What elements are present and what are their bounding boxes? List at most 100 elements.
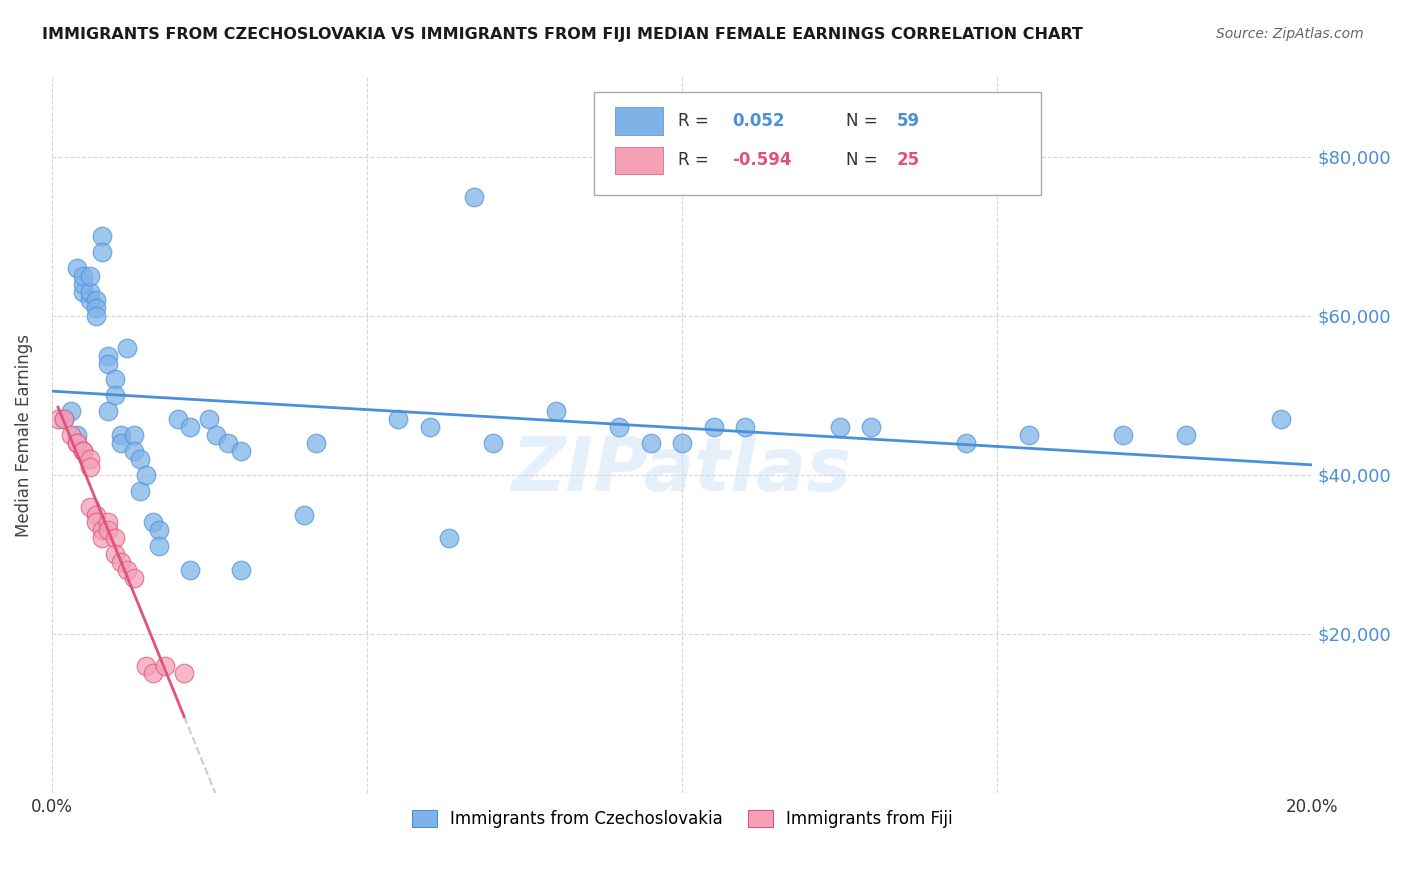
Point [53, 412, 76, 426]
Text: ZIPatlas: ZIPatlas [512, 434, 852, 508]
Point [828, 420, 851, 434]
Legend: Immigrants from Czechoslovakia, Immigrants from Fiji: Immigrants from Czechoslovakia, Immigran… [405, 803, 959, 834]
Point [860, 420, 883, 434]
Point [229, 563, 252, 577]
Point [640, 436, 662, 450]
Text: R =: R = [678, 152, 714, 169]
FancyBboxPatch shape [616, 147, 664, 174]
Point [1112, 428, 1135, 442]
Point [122, 571, 145, 585]
Point [110, 436, 132, 450]
Point [79, 285, 101, 299]
Point [703, 420, 725, 434]
Point [66, 436, 89, 450]
Point [217, 436, 239, 450]
Point [97, 524, 120, 538]
Point [437, 532, 460, 546]
Point [198, 412, 221, 426]
Point [179, 420, 201, 434]
Point [117, 563, 139, 577]
Point [79, 269, 101, 284]
Point [84, 301, 107, 315]
Text: N =: N = [846, 112, 883, 130]
Point [97, 516, 120, 530]
Point [1270, 412, 1292, 426]
FancyBboxPatch shape [593, 92, 1042, 195]
Point [97, 404, 120, 418]
Point [46, 412, 69, 426]
Point [97, 349, 120, 363]
Point [155, 658, 177, 673]
FancyBboxPatch shape [616, 107, 664, 135]
Point [148, 524, 170, 538]
Point [229, 444, 252, 458]
Point [734, 420, 756, 434]
Point [84, 293, 107, 307]
Text: -0.594: -0.594 [733, 152, 792, 169]
Point [463, 189, 485, 203]
Text: N =: N = [846, 152, 883, 169]
Point [104, 547, 127, 561]
Point [104, 372, 127, 386]
Point [292, 508, 315, 522]
Point [104, 388, 127, 402]
Point [135, 658, 157, 673]
Point [91, 524, 114, 538]
Text: 25: 25 [897, 152, 920, 169]
Point [166, 412, 188, 426]
Text: 0.052: 0.052 [733, 112, 785, 130]
Point [72, 277, 94, 291]
Text: Source: ZipAtlas.com: Source: ZipAtlas.com [1216, 27, 1364, 41]
Point [66, 428, 89, 442]
Point [955, 436, 977, 450]
Point [72, 269, 94, 284]
Point [419, 420, 441, 434]
Point [84, 508, 107, 522]
Point [53, 412, 76, 426]
Point [72, 444, 94, 458]
Point [66, 261, 89, 276]
Text: IMMIGRANTS FROM CZECHOSLOVAKIA VS IMMIGRANTS FROM FIJI MEDIAN FEMALE EARNINGS CO: IMMIGRANTS FROM CZECHOSLOVAKIA VS IMMIGR… [42, 27, 1083, 42]
Point [204, 428, 226, 442]
Point [84, 516, 107, 530]
Point [97, 357, 120, 371]
Point [79, 293, 101, 307]
Point [59, 404, 82, 418]
Text: 59: 59 [897, 112, 920, 130]
Point [59, 428, 82, 442]
Point [72, 444, 94, 458]
Point [84, 309, 107, 323]
Point [91, 532, 114, 546]
Point [66, 436, 89, 450]
Point [607, 420, 630, 434]
Point [72, 285, 94, 299]
Point [482, 436, 505, 450]
Point [135, 467, 157, 482]
Point [1175, 428, 1198, 442]
Point [122, 444, 145, 458]
Point [305, 436, 328, 450]
Point [387, 412, 409, 426]
Point [129, 483, 152, 498]
Point [110, 428, 132, 442]
Point [148, 539, 170, 553]
Point [117, 341, 139, 355]
Text: R =: R = [678, 112, 714, 130]
Point [173, 666, 195, 681]
Point [104, 532, 127, 546]
Point [79, 451, 101, 466]
Point [91, 229, 114, 244]
Point [79, 459, 101, 474]
Point [544, 404, 567, 418]
Point [79, 500, 101, 514]
Point [122, 428, 145, 442]
Point [142, 516, 165, 530]
Point [91, 245, 114, 260]
Point [671, 436, 693, 450]
Point [142, 666, 165, 681]
Point [129, 451, 152, 466]
Point [1018, 428, 1040, 442]
Point [110, 555, 132, 569]
Point [179, 563, 201, 577]
Y-axis label: Median Female Earnings: Median Female Earnings [15, 334, 32, 537]
